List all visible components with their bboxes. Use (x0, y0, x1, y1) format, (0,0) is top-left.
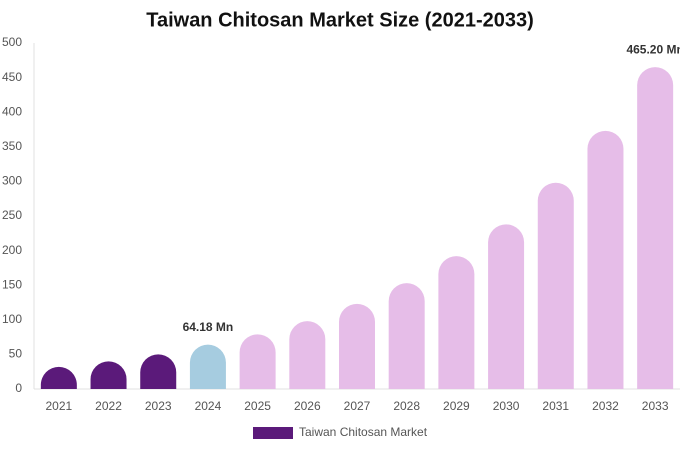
bar (637, 67, 674, 389)
bar (90, 361, 127, 389)
x-tick-label: 2022 (95, 399, 122, 413)
x-tick-label: 2023 (145, 399, 172, 413)
data-label: 64.18 Mn (183, 320, 234, 334)
y-tick-label: 400 (2, 104, 22, 118)
x-tick-label: 2027 (344, 399, 371, 413)
x-tick-label: 2024 (195, 399, 222, 413)
bar (140, 354, 177, 389)
y-tick-label: 100 (2, 312, 22, 326)
x-tick-label: 2029 (443, 399, 470, 413)
y-tick-label: 0 (15, 381, 22, 395)
bar (189, 344, 226, 389)
bar (289, 321, 326, 389)
bar (438, 256, 475, 389)
x-tick-label: 2028 (393, 399, 420, 413)
x-tick-label: 2030 (493, 399, 520, 413)
bar (239, 334, 276, 389)
legend-swatch (253, 427, 293, 439)
bar (537, 182, 574, 389)
legend-label: Taiwan Chitosan Market (299, 425, 428, 439)
y-tick-label: 500 (2, 35, 22, 49)
chart-title: Taiwan Chitosan Market Size (2021-2033) (146, 9, 534, 31)
x-tick-label: 2021 (45, 399, 72, 413)
bar (587, 130, 624, 389)
x-tick-label: 2026 (294, 399, 321, 413)
y-tick-label: 450 (2, 70, 22, 84)
x-tick-label: 2031 (542, 399, 569, 413)
x-tick-label: 2032 (592, 399, 619, 413)
y-tick-label: 200 (2, 243, 22, 257)
bar (339, 303, 375, 389)
y-tick-label: 150 (2, 277, 22, 291)
x-tick-label: 2033 (642, 399, 669, 413)
y-tick-label: 350 (2, 139, 22, 153)
bar (388, 283, 425, 389)
data-label: 465.20 Mn (626, 42, 680, 56)
y-tick-label: 50 (9, 347, 23, 361)
bar (40, 366, 77, 389)
y-tick-label: 250 (2, 208, 22, 222)
y-tick-label: 300 (2, 174, 22, 188)
x-tick-label: 2025 (244, 399, 271, 413)
bar (488, 224, 525, 389)
